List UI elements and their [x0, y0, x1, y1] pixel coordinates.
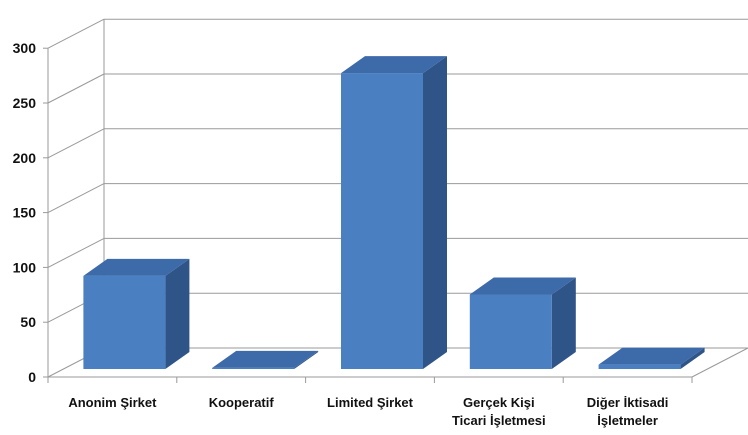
bar — [83, 258, 190, 369]
bar-top — [469, 277, 576, 295]
y-tick-label: 50 — [20, 314, 36, 330]
y-tick-label: 150 — [13, 205, 37, 221]
bar-top — [341, 56, 447, 74]
y-tick-label: 250 — [13, 95, 37, 111]
gridline-side — [47, 18, 105, 49]
bar — [341, 56, 447, 369]
bar — [598, 347, 705, 369]
y-tick-label: 200 — [13, 150, 37, 166]
floor-edge — [691, 347, 748, 378]
y-tick-label: 100 — [13, 259, 37, 275]
gridline-side — [47, 183, 105, 214]
category-axis: Anonim Şirket Kooperatif Limited Şirket Ger… — [68, 395, 668, 428]
y-axis: 0 50 100 150 200 250 300 — [13, 40, 693, 385]
category-label: Gerçek Kişi — [463, 395, 535, 410]
gridline-side — [47, 237, 105, 268]
bar-side — [165, 258, 190, 369]
bar-front — [83, 275, 166, 369]
bar-side — [680, 347, 705, 369]
bar-top — [83, 258, 190, 276]
category-label: Ticari İşletmesi — [452, 413, 546, 428]
y-tick-label: 0 — [28, 369, 36, 385]
gridline-side — [47, 128, 105, 159]
bar-side — [423, 56, 447, 369]
y-tick-label: 300 — [13, 40, 37, 56]
bar-front — [469, 294, 552, 369]
bar-front — [598, 364, 681, 369]
category-label: Anonim Şirket — [68, 395, 157, 410]
bar-front — [212, 367, 295, 369]
category-label: İşletmeler — [597, 413, 658, 428]
bar — [469, 277, 576, 369]
category-label: Diğer İktisadi — [587, 395, 669, 410]
bar-front — [341, 73, 423, 369]
bar — [212, 350, 319, 369]
category-label: Limited Şirket — [327, 395, 414, 410]
bar-top — [598, 347, 705, 365]
bar-top — [212, 350, 319, 368]
bar-side — [551, 277, 576, 369]
bar-side — [294, 350, 319, 369]
gridline-side — [47, 73, 105, 104]
bar-series — [83, 56, 705, 369]
category-label: Kooperatif — [209, 395, 275, 410]
